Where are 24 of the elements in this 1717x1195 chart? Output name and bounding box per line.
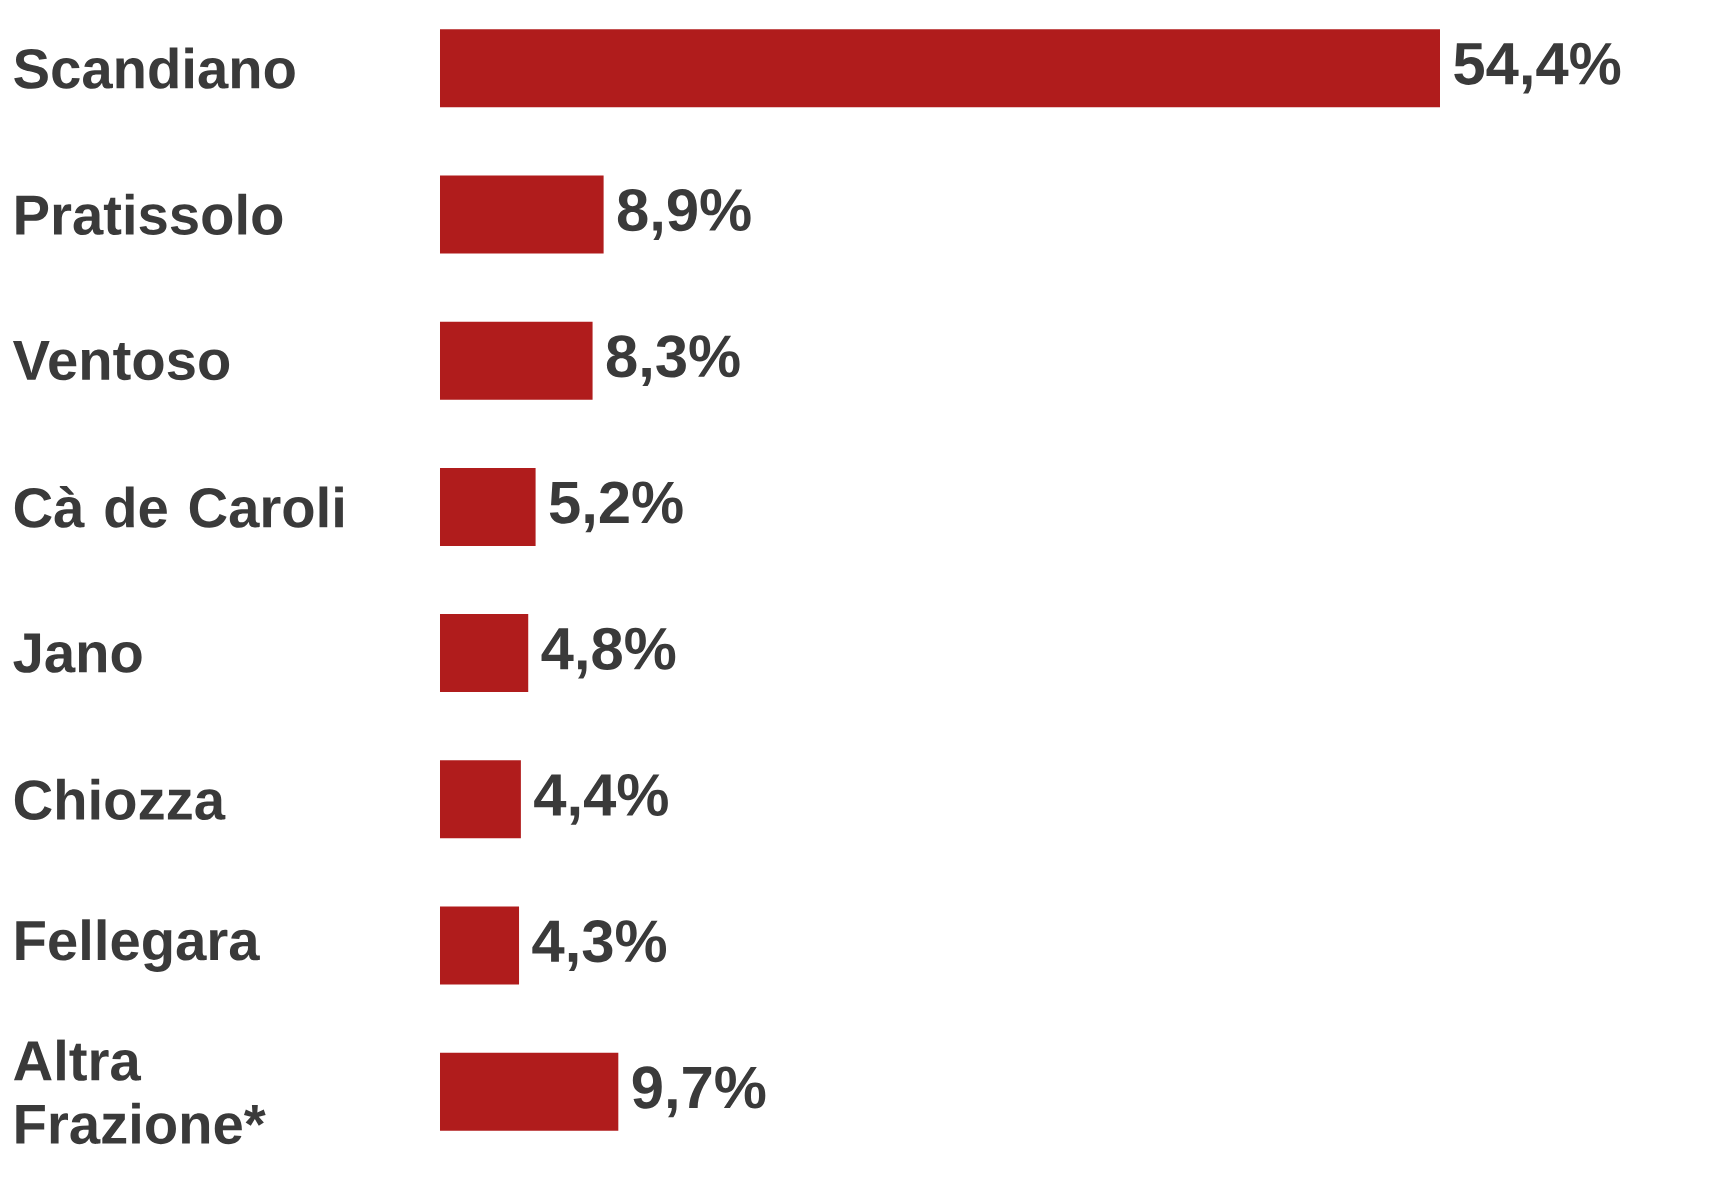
y-tick-label: Ventoso [12,341,230,381]
y-tick-label: Scandiano [14,47,295,89]
bar [440,467,536,546]
y-tick-label: Jano [13,633,142,673]
y-tick-label: Altra Frazione* [13,1039,266,1145]
bar [440,29,1440,108]
data-label: 8,9% [617,188,751,240]
data-label: 4,4% [534,773,668,825]
data-label: 5,2% [549,481,683,533]
data-label: 9,7% [632,1066,766,1118]
y-tick-label: Cà de Caroli [14,485,343,528]
y-tick-label: Pratissolo [16,193,283,236]
data-label: 4,3% [532,920,667,972]
data-label: 54,4% [1454,42,1621,94]
bar [440,906,520,985]
data-label: 8,3% [606,335,740,387]
bar [440,175,604,254]
y-tick-label: Chiozza [14,778,226,821]
bar [440,614,529,693]
bar [440,760,521,839]
bar [440,321,593,400]
bar [440,1052,619,1131]
data-label: 4,8% [541,627,676,679]
y-tick-label: Fellegara [16,919,260,972]
